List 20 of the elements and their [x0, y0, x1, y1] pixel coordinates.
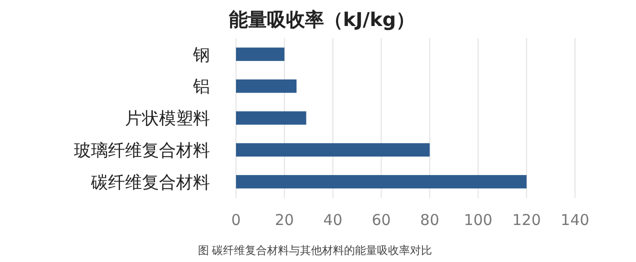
- y-tick-label: 铝: [192, 77, 210, 98]
- x-tick-label: 100: [464, 211, 492, 229]
- y-tick-label: 片状模塑料: [125, 109, 210, 130]
- x-tick-label: 0: [231, 211, 241, 229]
- y-tick-label: 钢: [192, 45, 210, 66]
- text: 图 碳纤维复合材料与其他材料的能量吸收率对比: [198, 244, 432, 257]
- chart-title: 能量吸收率（kJ/kg）: [229, 9, 415, 31]
- x-tick-label: 120: [512, 211, 541, 229]
- bar: [236, 79, 297, 93]
- x-tick-label: 80: [420, 211, 440, 229]
- bar: [236, 48, 284, 61]
- bar: [236, 175, 527, 188]
- x-tick-label: 60: [372, 211, 391, 229]
- x-tick-label: 140: [560, 211, 590, 229]
- bar: [236, 111, 306, 125]
- bar: [236, 143, 430, 157]
- y-tick-label: 碳纤维复合材料: [90, 172, 210, 193]
- x-tick-label: 20: [274, 211, 294, 229]
- y-tick-label: 玻璃纤维复合材料: [74, 140, 210, 161]
- x-tick-label: 40: [323, 211, 342, 229]
